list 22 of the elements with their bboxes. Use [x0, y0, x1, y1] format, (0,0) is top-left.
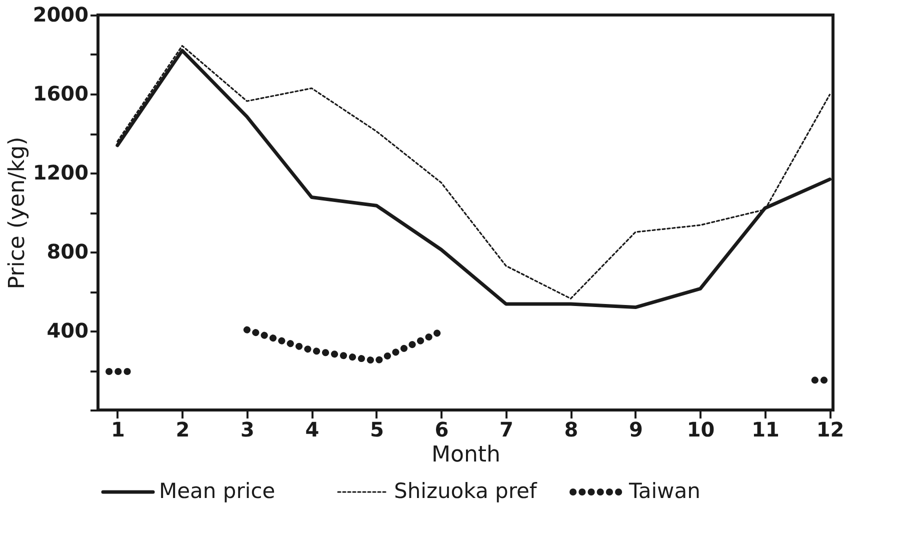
x-tick-label: 10	[686, 418, 715, 442]
legend-label: Taiwan	[628, 479, 700, 503]
x-tick-label: 8	[564, 418, 578, 442]
x-tick-label: 5	[370, 418, 384, 442]
x-axis-title: Month	[432, 442, 500, 468]
x-tick-label: 1	[110, 418, 125, 442]
x-tick-label: 12	[816, 418, 844, 442]
x-tick-label: 2	[176, 418, 190, 442]
y-tick-label: 800	[46, 240, 88, 264]
x-tick-label: 11	[752, 418, 780, 442]
y-tick-label: 2000	[32, 2, 88, 26]
x-tick-label: 9	[629, 418, 643, 442]
y-tick-label: 400	[46, 318, 88, 342]
x-tick-label: 3	[240, 418, 254, 442]
legend-label: Shizuoka pref	[394, 479, 538, 503]
y-axis-title: Price (yen/kg)	[4, 136, 30, 290]
x-tick-label: 7	[500, 418, 514, 442]
x-tick-label: 4	[305, 418, 320, 442]
y-tick-label: 1200	[32, 160, 88, 184]
x-tick-label: 6	[434, 418, 449, 442]
y-tick-label: 1600	[32, 82, 88, 106]
legend-label: Mean price	[159, 479, 276, 503]
